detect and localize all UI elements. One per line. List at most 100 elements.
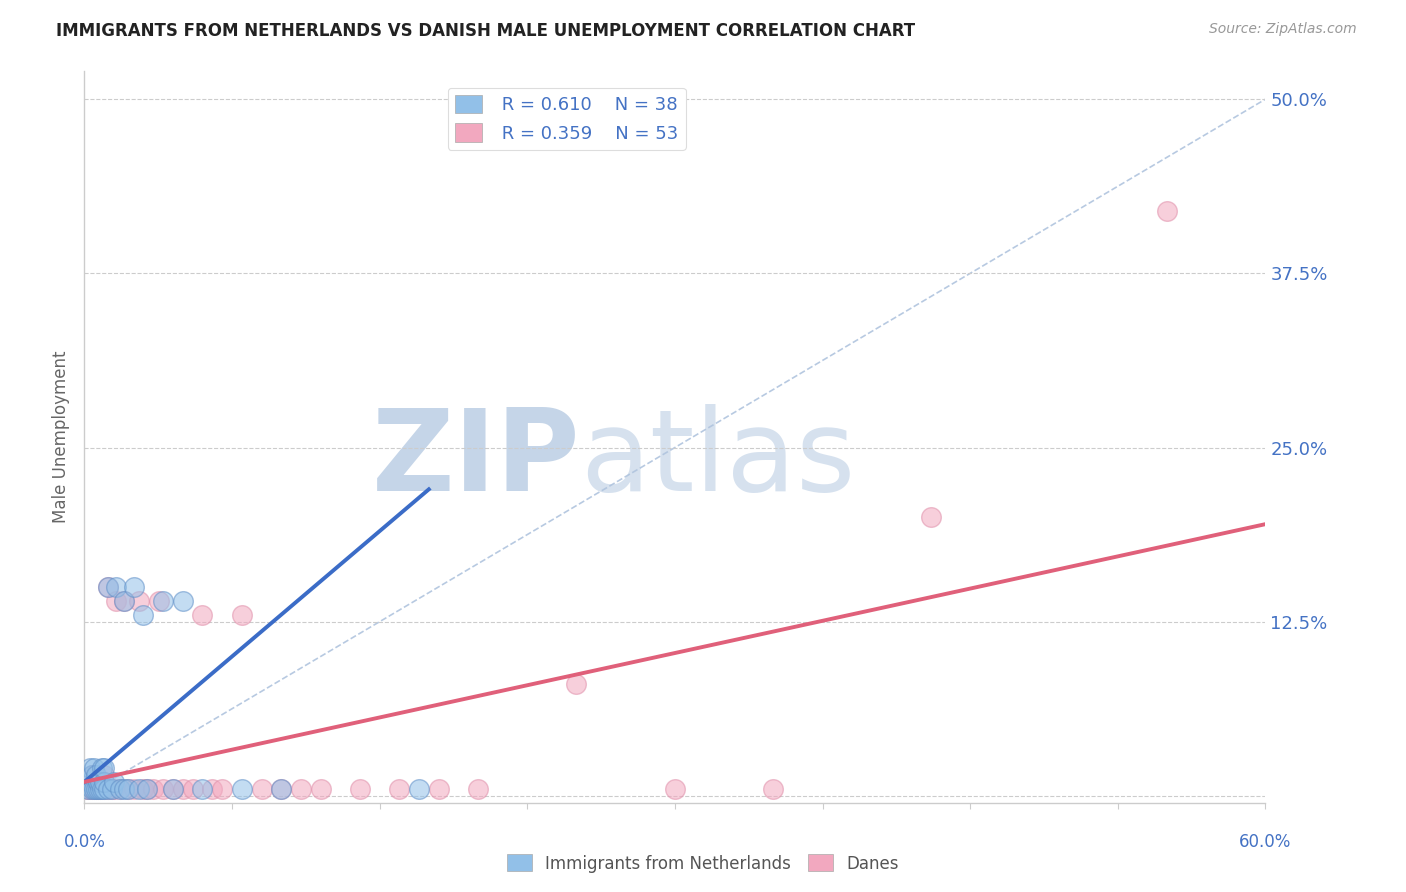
Point [87,781,110,796]
Point [82,768,104,782]
Point [762,781,785,796]
Point [103,775,125,789]
Point [97,580,120,594]
Point [79,775,101,789]
Point [136,781,159,796]
Point [664,781,686,796]
Point [290,781,312,796]
Point [128,781,150,796]
Point [112,781,135,796]
Point [84,768,107,782]
Point [104,594,127,608]
Point [270,781,292,796]
Point [91,775,114,789]
Point [84,781,107,796]
Point [408,781,430,796]
Point [388,781,411,796]
Point [87,775,110,789]
Point [79,775,101,789]
Point [93,761,115,775]
Point [93,775,115,789]
Point [191,607,214,622]
Point [152,594,174,608]
Point [250,781,273,796]
Point [191,781,214,796]
Point [82,781,104,796]
Point [83,768,105,782]
Point [84,781,107,796]
Point [87,781,110,796]
Point [97,781,120,796]
Text: atlas: atlas [581,403,856,515]
Point [172,594,194,608]
Point [93,768,115,782]
Point [93,781,115,796]
Point [211,781,233,796]
Point [148,594,170,608]
Point [101,781,124,796]
Point [172,781,194,796]
Point [83,781,105,796]
Point [117,781,139,796]
Point [77,781,100,796]
Point [427,781,450,796]
Point [97,580,120,594]
Point [82,781,104,796]
Point [162,781,184,796]
Point [79,761,101,775]
Point [104,580,127,594]
Text: 0.0%: 0.0% [63,833,105,851]
Point [108,781,131,796]
Point [122,580,145,594]
Point [132,781,155,796]
Y-axis label: Male Unemployment: Male Unemployment [52,351,70,524]
Point [181,781,204,796]
Point [75,781,97,796]
Point [201,781,224,796]
Point [77,781,100,796]
Point [349,781,371,796]
Point [91,781,114,796]
Point [467,781,489,796]
Text: 60.0%: 60.0% [1239,833,1292,851]
Point [82,775,104,789]
Point [93,781,115,796]
Point [77,775,100,789]
Point [112,594,135,608]
Point [117,781,139,796]
Point [136,781,159,796]
Point [83,781,105,796]
Point [309,781,332,796]
Point [920,510,942,524]
Point [82,768,104,782]
Point [565,677,588,691]
Text: Source: ZipAtlas.com: Source: ZipAtlas.com [1209,22,1357,37]
Point [152,781,174,796]
Point [79,781,101,796]
Point [91,761,114,775]
Text: ZIP: ZIP [373,403,581,515]
Legend:  R = 0.610    N = 38,  R = 0.359    N = 53: R = 0.610 N = 38, R = 0.359 N = 53 [447,87,686,150]
Point [122,781,145,796]
Point [101,781,124,796]
Point [128,594,150,608]
Point [87,775,110,789]
Point [112,594,135,608]
Point [162,781,184,796]
Point [89,781,111,796]
Point [270,781,292,796]
Point [89,775,111,789]
Point [83,761,105,775]
Text: IMMIGRANTS FROM NETHERLANDS VS DANISH MALE UNEMPLOYMENT CORRELATION CHART: IMMIGRANTS FROM NETHERLANDS VS DANISH MA… [56,22,915,40]
Point [1156,203,1178,218]
Point [103,781,125,796]
Point [108,781,131,796]
Point [93,775,115,789]
Point [89,781,111,796]
Point [142,781,165,796]
Legend: Immigrants from Netherlands, Danes: Immigrants from Netherlands, Danes [501,847,905,880]
Point [231,607,253,622]
Point [132,607,155,622]
Point [97,781,120,796]
Point [231,781,253,796]
